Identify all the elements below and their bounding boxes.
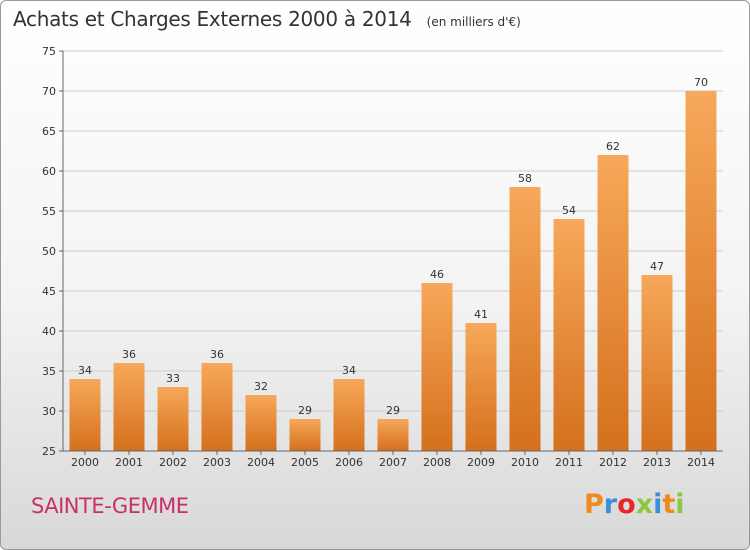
- data-label: 29: [298, 404, 312, 417]
- y-tick-label: 25: [42, 445, 56, 458]
- logo-letter: i: [675, 489, 685, 520]
- x-tick-label: 2007: [379, 456, 407, 469]
- data-label: 41: [474, 308, 488, 321]
- bar: [641, 275, 673, 451]
- logo-letter: P: [584, 489, 604, 520]
- x-tick-label: 2011: [555, 456, 583, 469]
- y-tick-label: 45: [42, 285, 56, 298]
- y-tick-label: 60: [42, 165, 56, 178]
- bar: [333, 379, 365, 451]
- logo-letter: i: [653, 489, 663, 520]
- y-tick-label: 50: [42, 245, 56, 258]
- logo-letter: r: [603, 489, 618, 520]
- bar: [509, 187, 541, 451]
- x-tick-label: 2009: [467, 456, 495, 469]
- data-label: 47: [650, 260, 664, 273]
- bar: [597, 155, 629, 451]
- bar: [465, 323, 497, 451]
- data-label: 34: [78, 364, 92, 377]
- logo-letter: o: [617, 489, 636, 520]
- y-tick-label: 35: [42, 365, 56, 378]
- x-tick-label: 2005: [291, 456, 319, 469]
- chart-title: Achats et Charges Externes 2000 à 2014: [13, 7, 412, 31]
- x-tick-label: 2000: [71, 456, 99, 469]
- bar: [377, 419, 409, 451]
- data-label: 29: [386, 404, 400, 417]
- bar: [69, 379, 101, 451]
- bar: [289, 419, 321, 451]
- y-tick-label: 65: [42, 125, 56, 138]
- x-tick-label: 2013: [643, 456, 671, 469]
- title-row: Achats et Charges Externes 2000 à 2014 (…: [13, 7, 521, 31]
- x-tick-label: 2008: [423, 456, 451, 469]
- labels: 25 30 35 40 45 50 55 60 65 70 75 34 2000 36 2001 33 2002…: [42, 45, 715, 469]
- bar: [245, 395, 277, 451]
- y-tick-label: 70: [42, 85, 56, 98]
- data-label: 46: [430, 268, 444, 281]
- axes: [59, 50, 723, 455]
- data-label: 32: [254, 380, 268, 393]
- bar: [685, 91, 717, 451]
- x-tick-label: 2010: [511, 456, 539, 469]
- bars: [69, 91, 717, 451]
- chart-subtitle: (en milliers d'€): [426, 15, 521, 29]
- x-tick-label: 2001: [115, 456, 143, 469]
- y-tick-label: 55: [42, 205, 56, 218]
- y-tick-label: 40: [42, 325, 56, 338]
- data-label: 33: [166, 372, 180, 385]
- data-label: 70: [694, 76, 708, 89]
- logo-letter: t: [662, 489, 676, 520]
- commune-name: SAINTE-GEMME: [31, 494, 189, 518]
- x-tick-label: 2006: [335, 456, 363, 469]
- y-tick-label: 30: [42, 405, 56, 418]
- data-label: 62: [606, 140, 620, 153]
- proxiti-logo: Proxiti: [584, 489, 685, 520]
- data-label: 54: [562, 204, 576, 217]
- y-tick-label: 75: [42, 45, 56, 58]
- bar: [113, 363, 145, 451]
- data-label: 34: [342, 364, 356, 377]
- bar: [201, 363, 233, 451]
- bar: [421, 283, 453, 451]
- data-label: 58: [518, 172, 532, 185]
- logo-letter: x: [635, 489, 654, 520]
- x-tick-label: 2014: [687, 456, 715, 469]
- x-tick-label: 2003: [203, 456, 231, 469]
- x-tick-label: 2004: [247, 456, 275, 469]
- bar: [157, 387, 189, 451]
- data-label: 36: [122, 348, 136, 361]
- x-tick-label: 2012: [599, 456, 627, 469]
- data-label: 36: [210, 348, 224, 361]
- bar: [553, 219, 585, 451]
- x-tick-label: 2002: [159, 456, 187, 469]
